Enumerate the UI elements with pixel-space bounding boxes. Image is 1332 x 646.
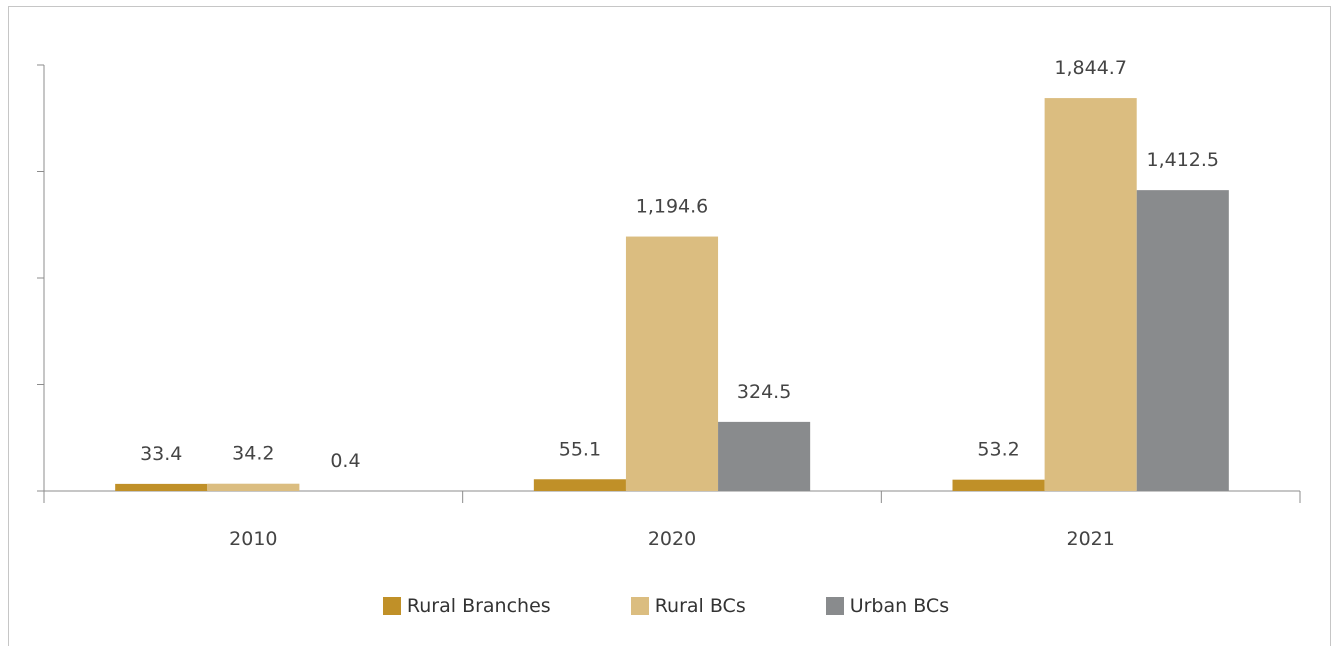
bar-rural-bcs-2010 — [207, 484, 299, 491]
legend-item: Rural BCs — [631, 595, 746, 617]
data-label: 0.4 — [330, 450, 360, 472]
data-label: 55.1 — [559, 438, 601, 460]
data-label: 1,194.6 — [636, 196, 709, 218]
data-label: 53.2 — [977, 439, 1019, 461]
bar-rural-bcs-2021 — [1045, 98, 1137, 491]
bar-rural-branches-2010 — [115, 484, 207, 491]
bar-urban-bcs-2020 — [718, 422, 810, 491]
legend-swatch — [631, 597, 649, 615]
bar-urban-bcs-2021 — [1137, 190, 1229, 491]
x-tick-label: 2021 — [1066, 528, 1114, 550]
data-label: 324.5 — [737, 381, 791, 403]
legend-item: Urban BCs — [826, 595, 949, 617]
legend-label: Rural BCs — [655, 595, 746, 617]
legend-item: Rural Branches — [383, 595, 551, 617]
data-label: 1,844.7 — [1054, 57, 1127, 79]
legend: Rural Branches Rural BCs Urban BCs — [0, 595, 1332, 617]
legend-swatch — [383, 597, 401, 615]
data-label: 1,412.5 — [1147, 149, 1220, 171]
bar-rural-bcs-2020 — [626, 237, 718, 491]
data-label: 33.4 — [140, 443, 182, 465]
legend-label: Urban BCs — [850, 595, 949, 617]
x-tick-labels: 2010 2020 2021 — [229, 528, 1115, 550]
x-tick-label: 2010 — [229, 528, 277, 550]
bar-chart: 33.4 34.2 0.4 55.1 1,194.6 324.5 53.2 1,844.7 1,… — [0, 0, 1332, 590]
bar-rural-branches-2020 — [534, 479, 626, 491]
data-label: 34.2 — [232, 443, 274, 465]
x-tick-label: 2020 — [648, 528, 696, 550]
bar-rural-branches-2021 — [953, 480, 1045, 491]
legend-swatch — [826, 597, 844, 615]
legend-label: Rural Branches — [407, 595, 551, 617]
bars — [115, 98, 1229, 491]
